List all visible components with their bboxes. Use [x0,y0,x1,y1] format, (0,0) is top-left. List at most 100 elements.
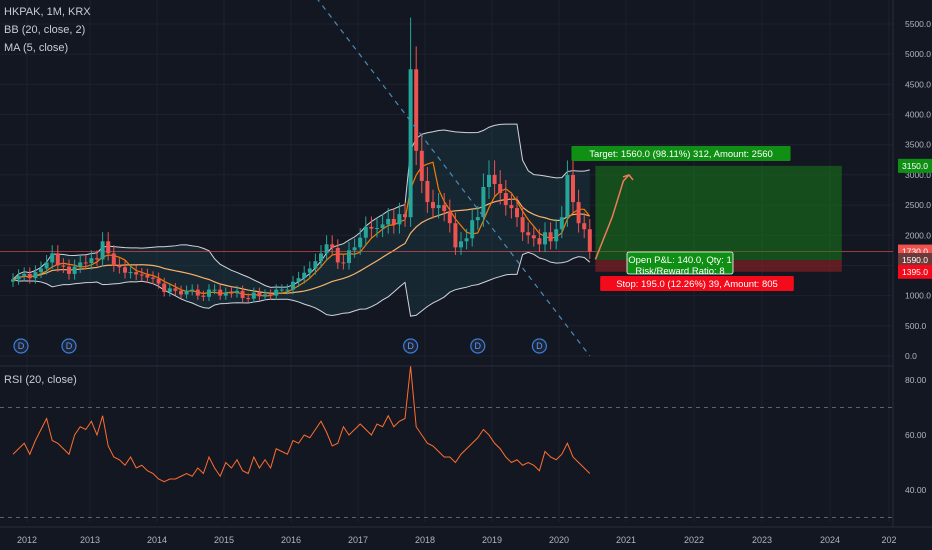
x-tick-label: 2023 [752,535,772,545]
candle-body [117,265,122,268]
x-tick-label: 2014 [147,535,167,545]
candle-body [139,274,144,276]
legend-bb[interactable]: BB (20, close, 2) [4,24,85,36]
price-tag-text: 1395.0 [902,267,928,277]
candle-body [492,174,497,184]
candle-body [67,266,71,274]
candle-body [263,294,267,297]
candle-body [414,69,419,151]
target-label[interactable]: Target: 1560.0 (98.11%) 312, Amount: 256… [571,146,791,161]
x-tick-label: 2017 [348,535,368,545]
x-tick-label: 2018 [415,535,435,545]
legend-symbol[interactable]: HKPAK, 1M, KRX [4,6,91,18]
candle-body [380,224,385,229]
candle-body [257,292,262,297]
candle-body [61,265,66,267]
candle-body [403,214,407,218]
stop-label[interactable]: Stop: 195.0 (12.26%) 39, Amount: 805 [600,276,794,291]
x-tick-label: 2021 [616,535,636,545]
candle-body [296,278,301,282]
bb-lower-band [12,251,591,317]
candle-body [123,267,127,273]
candle-body [503,193,508,206]
dividend-marker[interactable]: D [403,338,419,354]
candle-body [481,186,486,218]
candle-body [324,244,329,254]
candle-body [347,250,351,264]
open-pl-text: Open P&L: 140.0, Qty: 1 [628,255,732,266]
price-tag-bg [898,264,932,279]
candle-body [291,281,295,290]
candle-body [509,205,514,209]
legend-ma[interactable]: MA (5, close) [4,42,68,54]
candle-body [369,226,374,229]
candle-body [78,262,83,267]
candle-body [151,277,155,279]
y-tick-label: 5500.0 [905,19,931,29]
candle-body [498,183,503,194]
rsi-indicator-label[interactable]: RSI (20, close) [4,374,77,386]
candle-body [520,217,525,233]
dividend-marker[interactable]: D [470,338,486,354]
dividend-letter: D [18,341,25,351]
candle-body [173,288,178,291]
candle-body [363,226,368,238]
projection-path[interactable] [594,174,630,260]
x-tick-label: 2024 [820,535,840,545]
rsi-line [12,366,591,483]
x-tick-label: 2022 [684,535,704,545]
candle-body [89,258,94,264]
candle-body [128,272,133,274]
y-tick-label: 500.0 [905,321,927,331]
candle-body [11,279,15,282]
y-tick-label: 3000.0 [905,170,931,180]
price-tag-entry: 1590.0 [898,253,932,268]
candle-body [207,289,211,297]
candle-body [459,241,463,248]
candle-body [431,202,435,209]
rsi-tick-label: 40.00 [905,485,927,495]
candle-body [436,205,441,209]
y-tick-label: 4000.0 [905,110,931,120]
candle-body [55,253,60,266]
candle-body [212,289,217,291]
candle-body [100,241,105,260]
candle-body [543,232,547,245]
dividend-marker[interactable]: D [61,338,77,354]
candle-body [397,214,402,225]
open-pl-bg [626,251,734,275]
x-tick-label: 2015 [214,535,234,545]
target-zone[interactable] [595,165,842,261]
candle-body [330,244,335,248]
candle-body [16,275,21,280]
stop-label-bg [600,276,794,291]
candle-body [554,229,559,242]
candle-body [442,205,447,212]
candle-body [246,298,251,300]
bb-indicator-label[interactable]: BB (20, close, 2) [4,24,86,36]
x-tick-label: 2020 [549,535,569,545]
dividend-marker[interactable]: D [531,338,548,354]
bb-basis-line [12,198,590,294]
candle-body [179,290,183,295]
candle-body [352,247,357,251]
candle-body [106,241,111,254]
dividend-circle [470,338,486,354]
symbol-title[interactable]: HKPAK, 1M, KRX [4,6,91,18]
ma-indicator-label[interactable]: MA (5, close) [4,42,69,54]
candle-body [240,290,245,299]
y-tick-label: 2000.0 [905,230,931,240]
price-tag-bg [898,158,932,173]
y-tick-label: 0.0 [905,351,917,361]
candle-body [565,174,570,218]
legend-rsi[interactable]: RSI (20, close) [4,374,77,386]
candle-body [50,253,55,263]
x-tick-label: 2019 [482,535,502,545]
trend-line[interactable] [304,0,591,357]
dividend-circle [403,338,419,354]
dividend-marker[interactable]: D [13,338,29,354]
candle-body [72,266,77,274]
